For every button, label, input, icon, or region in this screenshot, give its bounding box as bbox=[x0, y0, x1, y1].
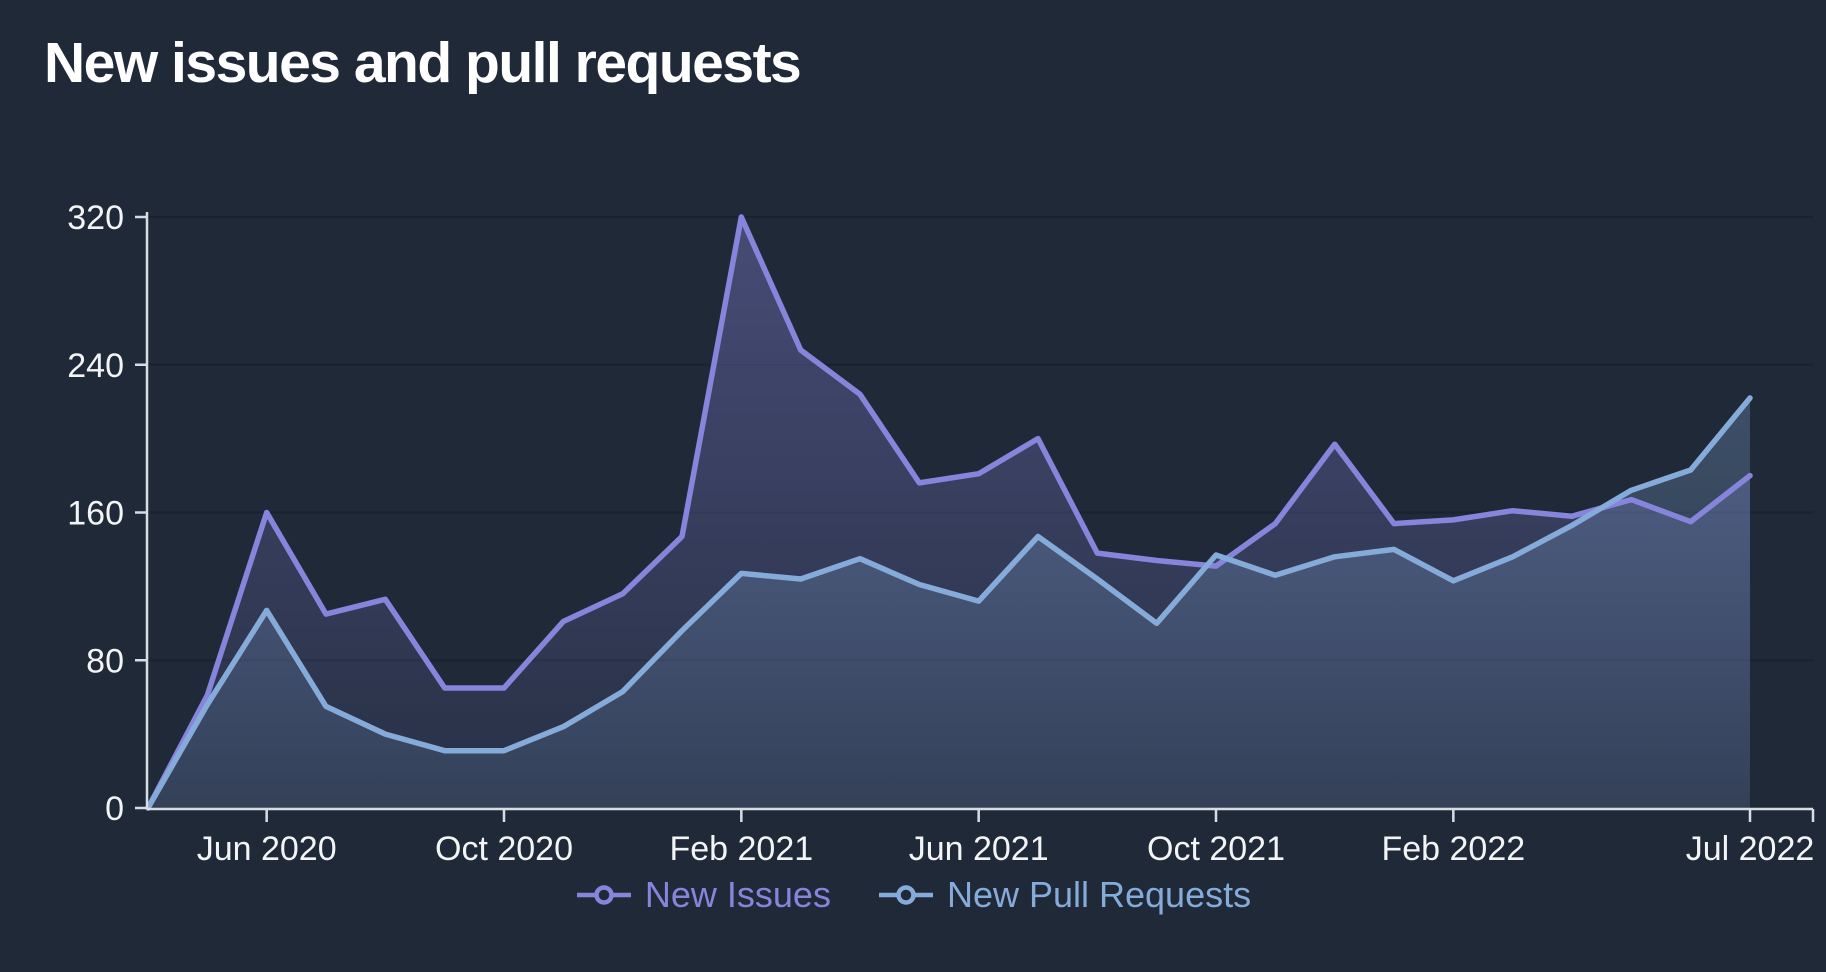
x-tick-label-jun-2021: Jun 2021 bbox=[909, 830, 1049, 868]
y-tick-label-320: 320 bbox=[67, 199, 124, 237]
x-tick-label-oct-2021: Oct 2021 bbox=[1147, 830, 1285, 868]
x-tick-label-jun-2020: Jun 2020 bbox=[197, 830, 337, 868]
x-tick-label-feb-2022: Feb 2022 bbox=[1381, 830, 1525, 868]
legend-line-marker-icon bbox=[878, 885, 933, 905]
x-tick-label-jul-2022: Jul 2022 bbox=[1686, 830, 1815, 868]
new-pull-requests-line[interactable] bbox=[145, 395, 1753, 811]
y-tick-label-160: 160 bbox=[67, 495, 124, 533]
chart-title: New issues and pull requests bbox=[44, 31, 802, 95]
legend-item-new-issues[interactable]: New Issues bbox=[575, 874, 831, 916]
new-issues-line[interactable] bbox=[145, 214, 1753, 811]
legend-line-marker-icon bbox=[576, 885, 631, 905]
x-tick-label-oct-2020: Oct 2020 bbox=[435, 830, 573, 868]
legend-label-new-pull-requests: New Pull Requests bbox=[946, 874, 1252, 915]
y-tick-label-80: 80 bbox=[86, 642, 124, 680]
chart-legend: New Issues New Pull Requests bbox=[0, 874, 1826, 916]
y-tick-label-240: 240 bbox=[67, 347, 124, 385]
y-tick-label-0: 0 bbox=[105, 790, 124, 828]
new-pull-requests-area bbox=[148, 398, 1750, 808]
legend-marker-circle bbox=[594, 885, 614, 905]
x-tick-label-feb-2021: Feb 2021 bbox=[669, 830, 813, 868]
legend-marker-circle bbox=[896, 885, 916, 905]
legend-item-new-pull-requests[interactable]: New Pull Requests bbox=[877, 874, 1251, 916]
legend-label-new-issues: New Issues bbox=[644, 874, 831, 915]
